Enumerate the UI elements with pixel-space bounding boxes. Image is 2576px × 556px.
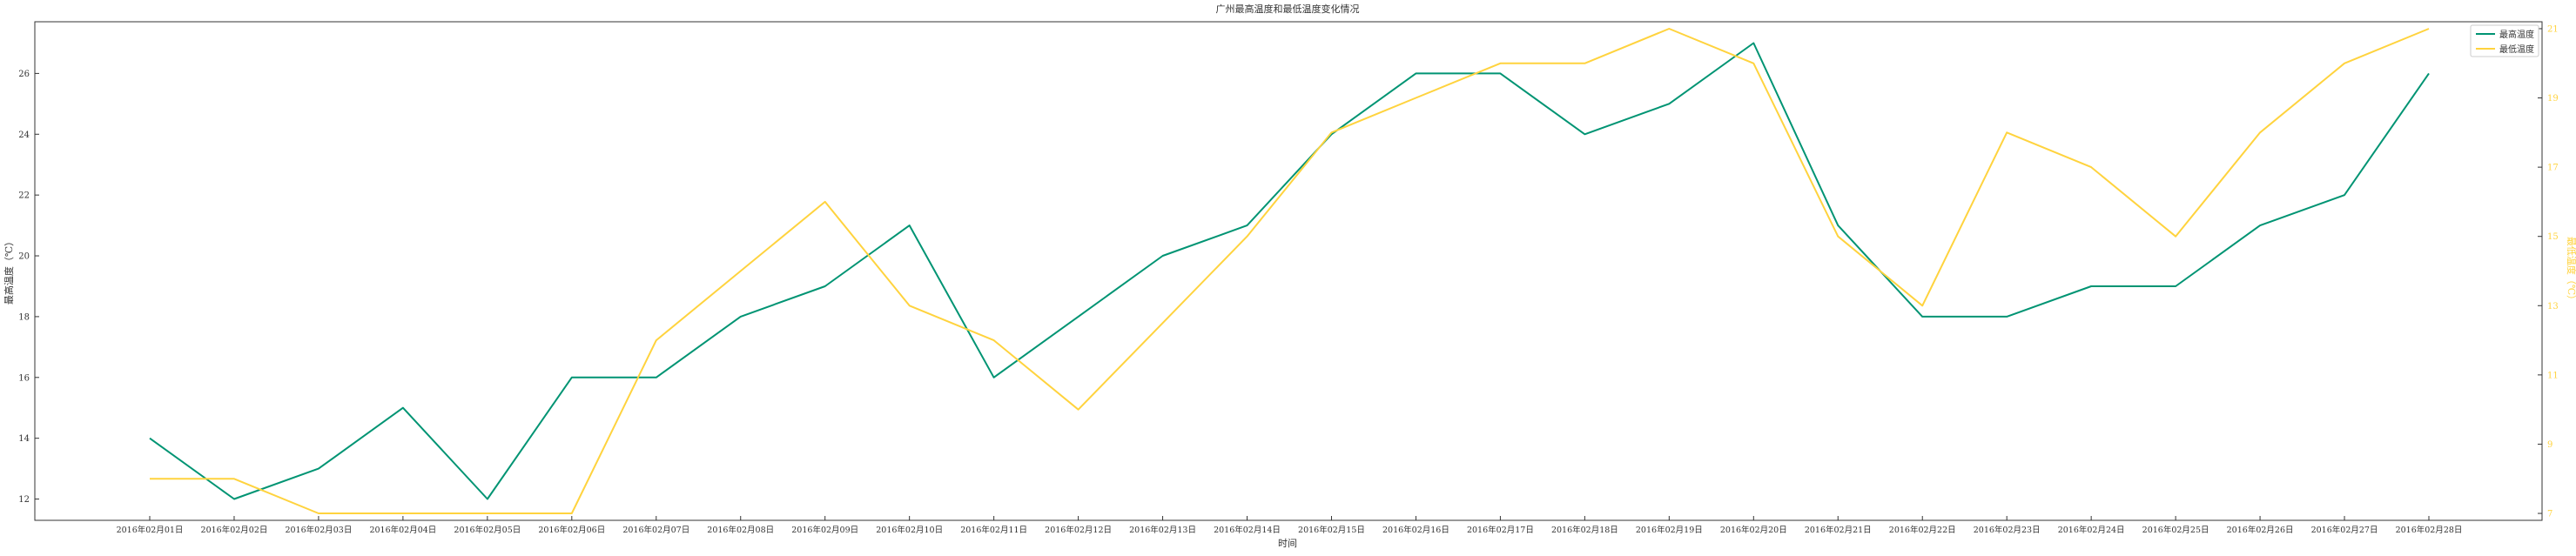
right-y-axis: 7 9 11 13 15 17 19 21 <box>2538 24 2559 519</box>
plot-area <box>34 21 2543 521</box>
x-tick-label: 2016年02月02日 <box>201 525 268 535</box>
x-tick-label: 2016年02月19日 <box>1636 525 1703 535</box>
x-tick-label: 2016年02月21日 <box>1805 525 1872 535</box>
x-tick-label: 2016年02月17日 <box>1467 525 1534 535</box>
x-tick-label: 2016年02月26日 <box>2227 525 2294 535</box>
left-y-tick-label: 12 <box>18 495 30 505</box>
right-y-tick-label: 17 <box>2547 164 2559 173</box>
x-tick-label: 2016年02月23日 <box>1974 525 2041 535</box>
left-y-tick-label: 20 <box>18 252 30 262</box>
left-y-tick-label: 22 <box>18 191 30 201</box>
x-tick-label: 2016年02月14日 <box>1214 525 1281 535</box>
x-tick-label: 2016年02月12日 <box>1045 525 1112 535</box>
legend: 最高温度 最低温度 <box>2470 24 2539 57</box>
x-tick-label: 2016年02月07日 <box>622 525 689 535</box>
x-tick-label: 2016年02月25日 <box>2142 525 2209 535</box>
x-tick-label: 2016年02月22日 <box>1889 525 1956 535</box>
x-tick-label: 2016年02月09日 <box>791 525 858 535</box>
right-y-tick-label: 9 <box>2547 440 2552 450</box>
y-axis-label-right: 最低温度（℃） <box>2566 237 2576 305</box>
x-tick-label: 2016年02月08日 <box>707 525 774 535</box>
x-tick-label: 2016年02月03日 <box>285 525 352 535</box>
x-tick-label: 2016年02月05日 <box>454 525 521 535</box>
x-axis: 2016年02月01日 2016年02月02日 2016年02月03日 2016年02… <box>117 516 2463 535</box>
chart-title: 广州最高温度和最低温度变化情况 <box>1216 3 1360 15</box>
legend-label-max: 最高温度 <box>2499 29 2534 40</box>
x-tick-label: 2016年02月06日 <box>538 525 605 535</box>
right-y-tick-label: 7 <box>2547 510 2552 519</box>
x-tick-label: 2016年02月10日 <box>876 525 943 535</box>
right-y-tick-label: 11 <box>2547 371 2559 380</box>
left-y-tick-label: 16 <box>18 373 30 383</box>
x-tick-label: 2016年02月15日 <box>1298 525 1365 535</box>
x-tick-label: 2016年02月18日 <box>1551 525 1618 535</box>
x-tick-label: 2016年02月04日 <box>369 525 436 535</box>
legend-label-min: 最低温度 <box>2499 44 2534 55</box>
x-axis-label: 时间 <box>1278 538 1297 549</box>
right-y-tick-label: 15 <box>2547 232 2559 242</box>
x-tick-label: 2016年02月20日 <box>1720 525 1787 535</box>
x-tick-label: 2016年02月24日 <box>2058 525 2125 535</box>
x-tick-label: 2016年02月11日 <box>960 525 1027 535</box>
left-y-tick-label: 24 <box>18 131 30 140</box>
x-tick-label: 2016年02月27日 <box>2311 525 2378 535</box>
left-y-tick-label: 18 <box>18 312 30 322</box>
left-y-axis: 12 14 16 18 20 22 24 26 <box>18 70 39 505</box>
right-y-tick-label: 13 <box>2547 302 2559 311</box>
series-layer <box>149 28 2430 514</box>
x-tick-label: 2016年02月01日 <box>117 525 184 535</box>
left-y-tick-label: 14 <box>18 434 30 444</box>
y-axis-label-left: 最高温度（℃） <box>3 237 15 305</box>
left-y-tick-label: 26 <box>18 70 30 79</box>
x-tick-label: 2016年02月13日 <box>1129 525 1196 535</box>
series-line-min-temp <box>150 28 2430 514</box>
right-y-tick-label: 21 <box>2547 24 2559 34</box>
x-tick-label: 2016年02月16日 <box>1382 525 1449 535</box>
series-line-max-temp <box>149 42 2430 500</box>
right-y-tick-label: 19 <box>2547 94 2559 104</box>
x-tick-label: 2016年02月28日 <box>2396 525 2463 535</box>
